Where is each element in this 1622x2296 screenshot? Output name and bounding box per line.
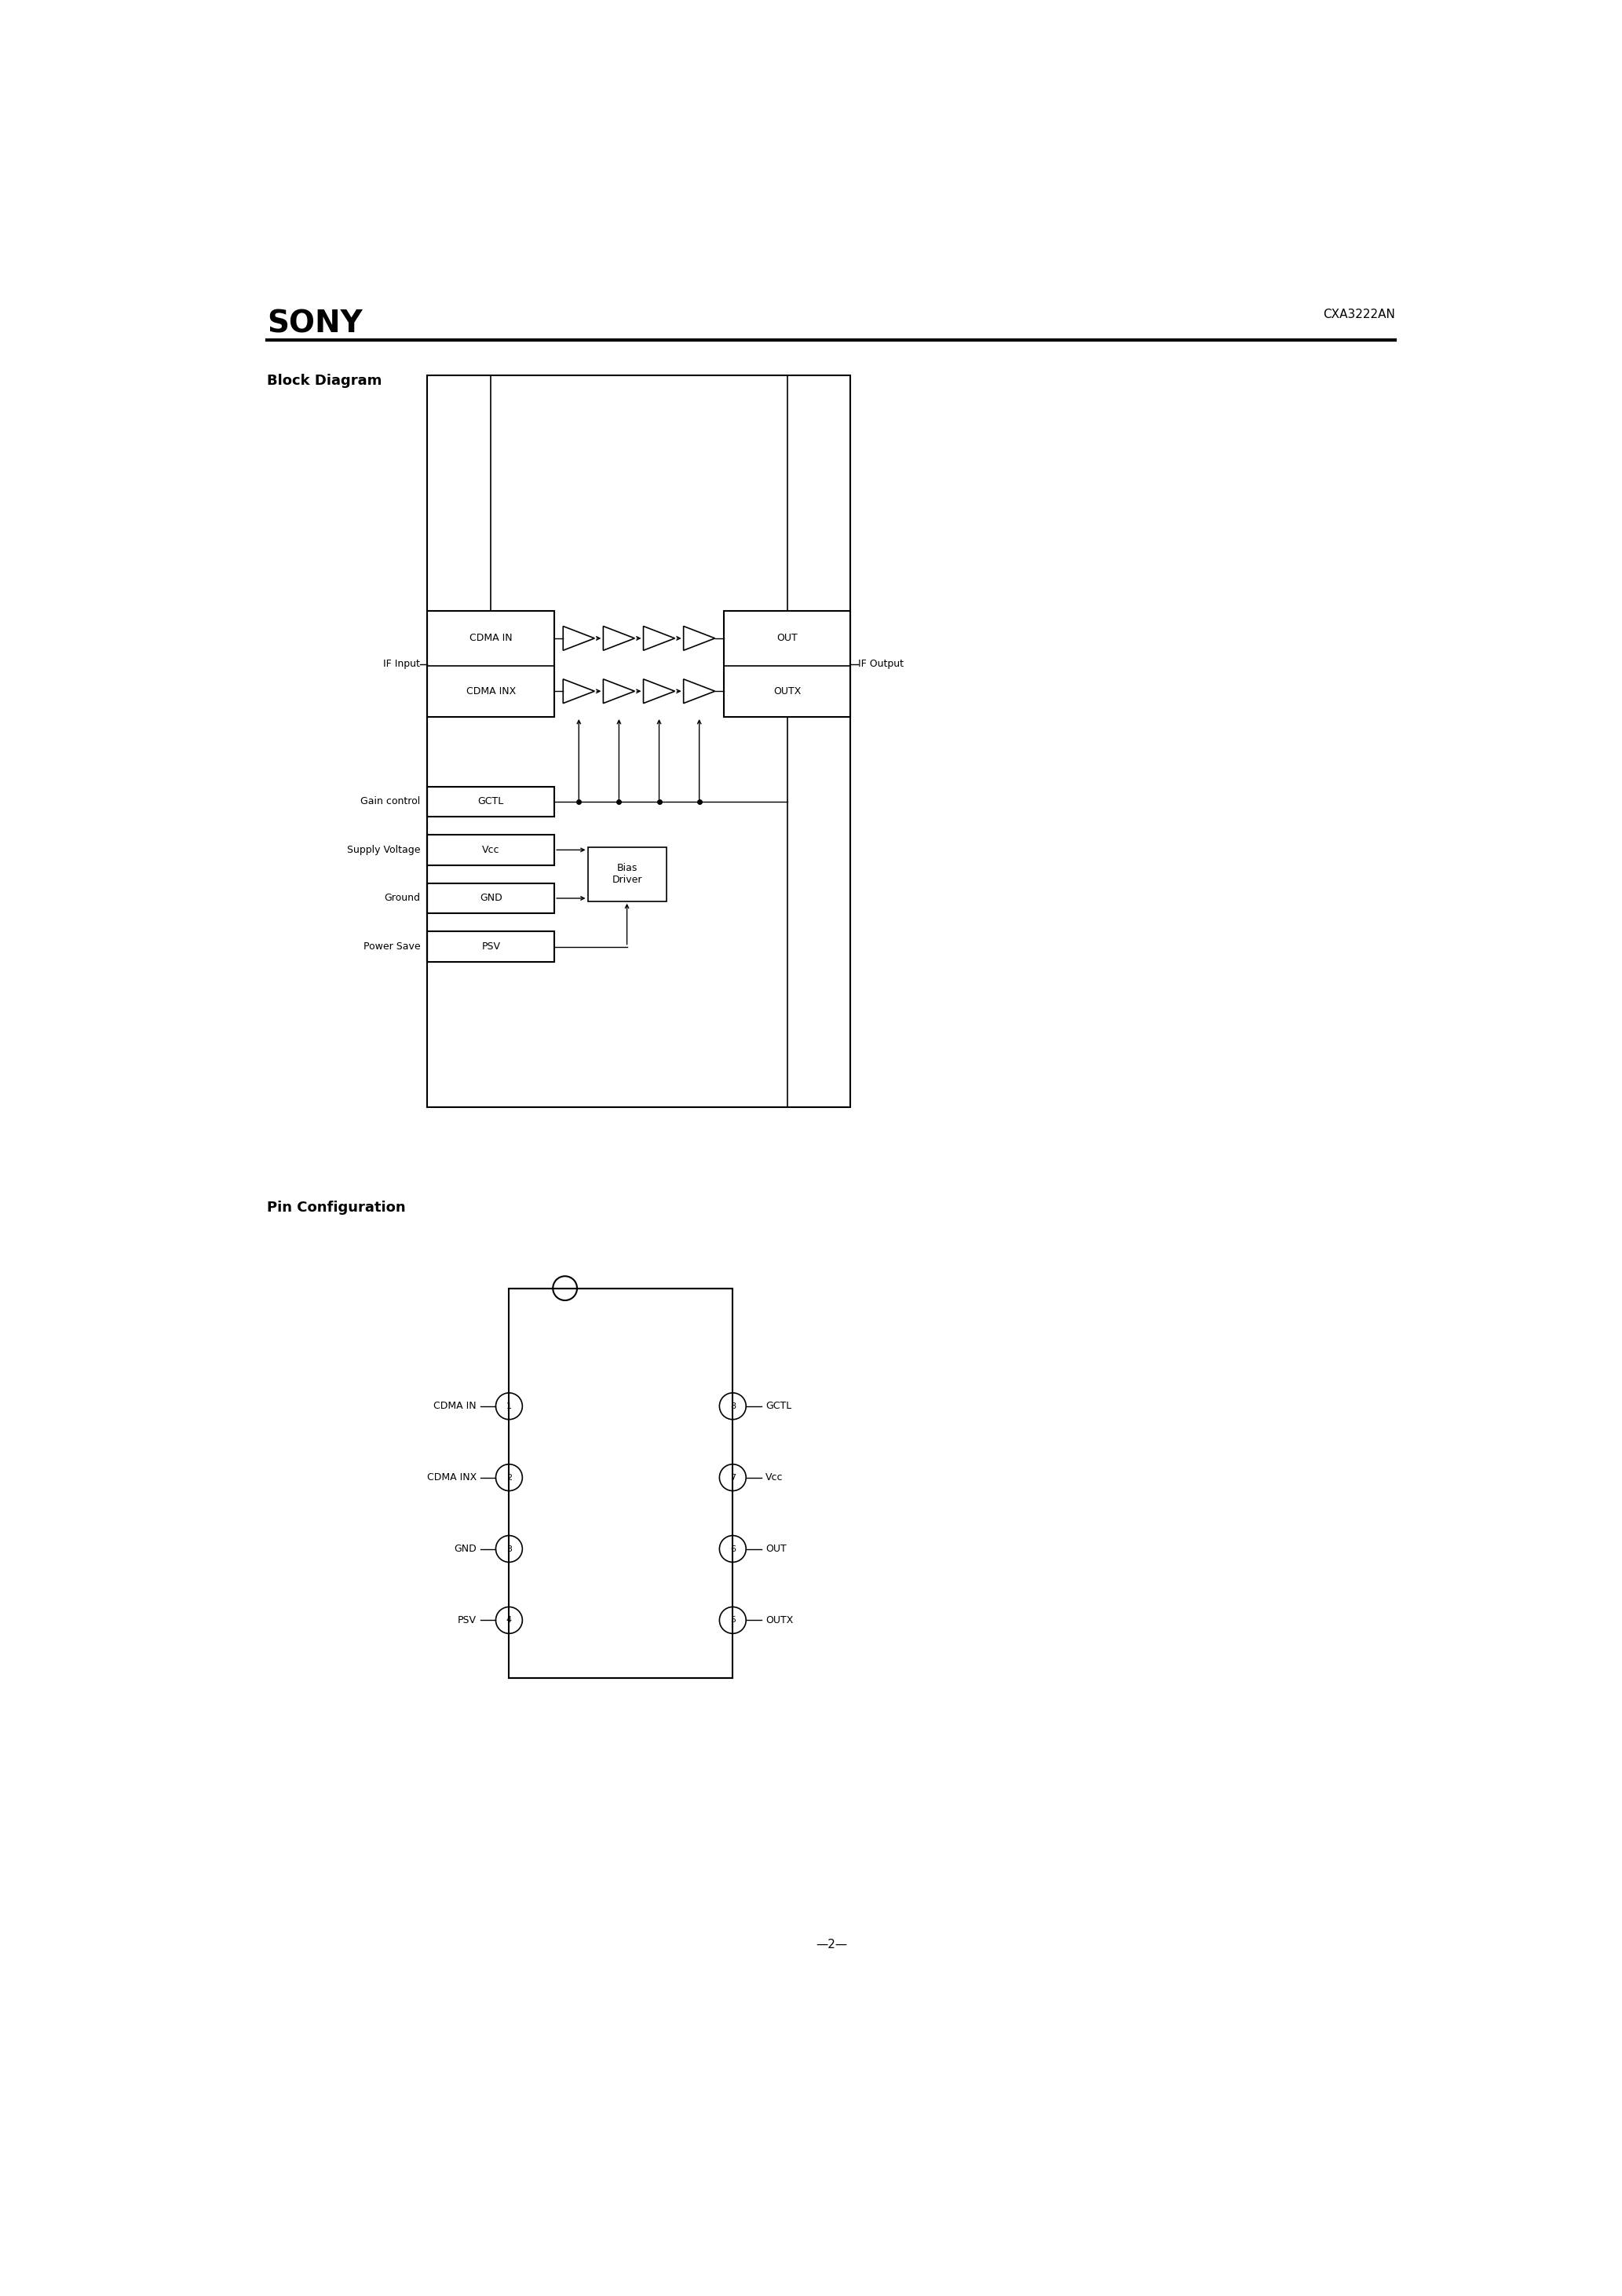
Text: Gain control: Gain control — [360, 797, 420, 806]
Text: Bias
Driver: Bias Driver — [611, 863, 642, 884]
Text: 2: 2 — [506, 1474, 513, 1481]
Text: OUT: OUT — [766, 1543, 787, 1554]
Text: CDMA INX: CDMA INX — [466, 687, 516, 696]
Text: CDMA IN: CDMA IN — [433, 1401, 477, 1412]
Text: IF Input: IF Input — [383, 659, 420, 668]
Bar — [587, 847, 667, 902]
Text: GND: GND — [480, 893, 503, 902]
Text: IF Output: IF Output — [858, 659, 903, 668]
Text: Power Save: Power Save — [363, 941, 420, 953]
Text: Vcc: Vcc — [766, 1472, 783, 1483]
Bar — [723, 611, 850, 716]
Bar — [509, 1288, 733, 1678]
Text: PSV: PSV — [482, 941, 500, 953]
Text: OUTX: OUTX — [766, 1614, 793, 1626]
Text: OUT: OUT — [777, 634, 798, 643]
Text: Pin Configuration: Pin Configuration — [268, 1201, 406, 1215]
Bar — [428, 788, 555, 817]
Text: 3: 3 — [506, 1545, 513, 1552]
Text: OUTX: OUTX — [774, 687, 801, 696]
Text: Block Diagram: Block Diagram — [268, 374, 383, 388]
Text: 8: 8 — [730, 1403, 735, 1410]
Bar — [428, 611, 555, 716]
Text: PSV: PSV — [457, 1614, 477, 1626]
Text: 5: 5 — [730, 1616, 735, 1623]
Text: GCTL: GCTL — [766, 1401, 792, 1412]
Text: Ground: Ground — [384, 893, 420, 902]
Text: GCTL: GCTL — [478, 797, 504, 806]
Bar — [428, 884, 555, 914]
Bar — [428, 932, 555, 962]
Bar — [428, 836, 555, 866]
Text: —2—: —2— — [816, 1938, 847, 1949]
Text: Supply Voltage: Supply Voltage — [347, 845, 420, 854]
Text: 6: 6 — [730, 1545, 735, 1552]
Text: CDMA IN: CDMA IN — [469, 634, 513, 643]
Text: 1: 1 — [506, 1403, 513, 1410]
Text: CDMA INX: CDMA INX — [427, 1472, 477, 1483]
Text: SONY: SONY — [268, 308, 363, 338]
Text: Vcc: Vcc — [482, 845, 500, 854]
Text: GND: GND — [454, 1543, 477, 1554]
Text: 4: 4 — [506, 1616, 513, 1623]
Bar — [428, 374, 850, 1107]
Text: 7: 7 — [730, 1474, 735, 1481]
Text: CXA3222AN: CXA3222AN — [1324, 308, 1395, 321]
